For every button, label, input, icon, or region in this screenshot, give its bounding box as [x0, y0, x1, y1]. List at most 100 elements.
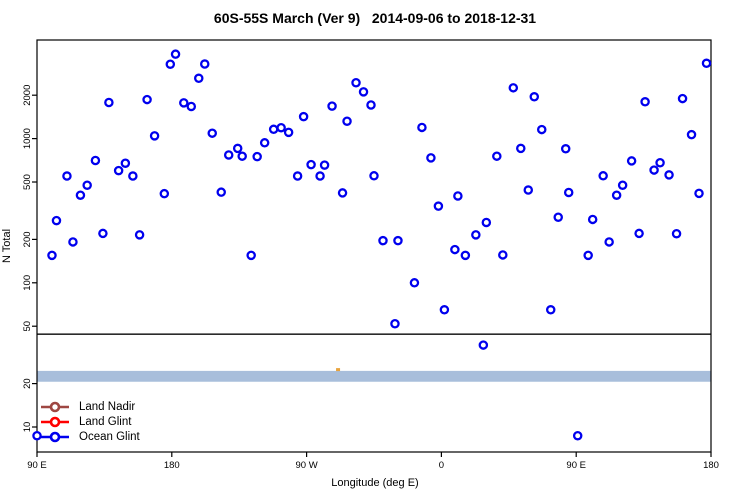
data-point-ocean-glint — [453, 191, 463, 201]
legend-label-land-nadir: Land Nadir — [79, 400, 136, 413]
data-point-ocean-glint — [32, 430, 42, 441]
data-point-ocean-glint — [563, 187, 574, 198]
data-point-ocean-glint — [159, 188, 170, 199]
y-tick-label: 50 — [22, 321, 33, 332]
data-point-ocean-glint — [694, 188, 704, 199]
data-point-ocean-glint — [179, 98, 189, 108]
land-nadir-symbol-icon — [41, 401, 69, 412]
data-point-ocean-glint — [237, 151, 247, 161]
data-point-ocean-glint — [481, 217, 492, 228]
data-point-ocean-glint — [611, 190, 622, 200]
data-point-ocean-glint — [246, 250, 256, 261]
legend-item-land-nadir: Land Nadir — [40, 399, 140, 414]
data-point-ocean-glint — [478, 340, 489, 350]
x-tick-label: 180 — [164, 460, 180, 471]
data-point-ocean-glint — [315, 171, 325, 181]
data-point-ocean-glint — [617, 180, 628, 190]
data-point-ocean-glint — [572, 430, 583, 441]
data-point-ocean-glint — [232, 143, 243, 154]
data-point-ocean-glint — [283, 127, 294, 138]
data-point-ocean-glint — [142, 94, 152, 105]
data-point-ocean-glint — [149, 131, 160, 141]
data-point-ocean-glint — [686, 129, 697, 140]
data-point-ocean-glint — [120, 158, 131, 168]
data-point-ocean-glint — [626, 156, 637, 166]
data-point-ocean-glint — [471, 230, 481, 240]
highlight-band — [37, 370, 711, 382]
data-point-ocean-glint — [207, 128, 217, 138]
x-axis-label: Longitude (deg E) — [331, 477, 419, 489]
plot-border — [36, 39, 712, 453]
data-point-ocean-glint — [216, 187, 226, 197]
data-point-ocean-glint — [583, 250, 593, 261]
data-point-ocean-glint — [51, 215, 62, 226]
data-point-ocean-glint — [165, 59, 176, 69]
data-point-ocean-glint — [369, 171, 379, 181]
data-point-ocean-glint — [649, 165, 659, 175]
data-point-ocean-glint — [378, 235, 388, 246]
data-point-ocean-glint — [75, 190, 86, 200]
data-point-ocean-glint — [298, 111, 309, 122]
data-point-ocean-glint — [200, 59, 210, 69]
data-point-ocean-glint — [492, 151, 502, 161]
land-glint-symbol-icon — [41, 416, 69, 427]
x-tick-label: 90 E — [27, 460, 47, 471]
data-point-ocean-glint — [98, 228, 108, 239]
data-point-ocean-glint — [553, 212, 563, 222]
legend-item-ocean-glint: Ocean Glint — [40, 429, 140, 444]
data-point-ocean-glint — [417, 122, 427, 133]
data-point-ocean-glint — [113, 165, 124, 176]
data-point-ocean-glint — [68, 237, 78, 247]
data-point-ocean-glint — [186, 101, 197, 112]
legend-label-land-glint: Land Glint — [79, 415, 132, 428]
x-tick-label: 90 E — [566, 460, 586, 471]
data-point-ocean-glint — [276, 122, 286, 133]
data-point-ocean-glint — [604, 237, 614, 247]
data-point-ocean-glint — [537, 124, 547, 135]
data-point-ocean-glint — [194, 73, 204, 84]
data-point-ocean-glint — [409, 278, 420, 288]
data-point-ocean-glint — [516, 143, 526, 154]
data-point-ocean-glint — [292, 171, 303, 181]
data-point-ocean-glint — [390, 319, 400, 329]
data-point-ocean-glint — [104, 97, 114, 108]
data-point-ocean-glint — [134, 230, 145, 240]
legend-item-land-glint: Land Glint — [40, 414, 140, 429]
data-point-ocean-glint — [426, 153, 436, 163]
data-point-ocean-glint — [545, 305, 556, 315]
data-point-ocean-glint — [640, 97, 650, 107]
data-point-ocean-glint — [252, 151, 262, 162]
data-point-ocean-glint — [664, 170, 674, 180]
plot-title: 60S-55S March (Ver 9) 2014-09-06 to 2018… — [213, 10, 537, 26]
data-point-ocean-glint — [62, 171, 72, 181]
legend-label-ocean-glint: Ocean Glint — [79, 430, 140, 443]
data-point-ocean-glint — [393, 235, 403, 246]
y-tick-label: 20 — [22, 378, 33, 389]
y-tick-label: 500 — [22, 174, 33, 190]
y-tick-label: 200 — [22, 231, 33, 247]
data-point-ocean-glint — [358, 87, 369, 97]
legend: Land Nadir Land Glint Ocean Glint — [40, 399, 140, 444]
data-point-ocean-glint — [47, 250, 57, 261]
data-point-ocean-glint — [90, 155, 101, 166]
data-point-ocean-glint — [460, 250, 471, 261]
data-point-ocean-glint — [677, 93, 688, 104]
data-point-ocean-glint — [655, 158, 665, 168]
data-point-ocean-glint — [671, 228, 682, 239]
data-point-ocean-glint — [268, 124, 279, 135]
data-point-ocean-glint — [223, 150, 234, 160]
data-point-ocean-glint — [587, 214, 598, 225]
data-point-ocean-glint — [634, 228, 644, 239]
data-point-ocean-glint — [439, 305, 450, 315]
y-tick-label: 2000 — [22, 85, 33, 106]
data-point-ocean-glint — [450, 244, 460, 255]
data-point-ocean-glint — [529, 92, 540, 102]
data-point-ocean-glint — [523, 185, 534, 195]
y-tick-label: 10 — [22, 422, 33, 433]
data-point-ocean-glint — [337, 188, 348, 198]
data-point-ocean-glint — [319, 160, 330, 170]
data-point-ocean-glint — [342, 116, 352, 126]
data-point-ocean-glint — [351, 77, 361, 88]
data-point-ocean-glint — [498, 250, 508, 260]
